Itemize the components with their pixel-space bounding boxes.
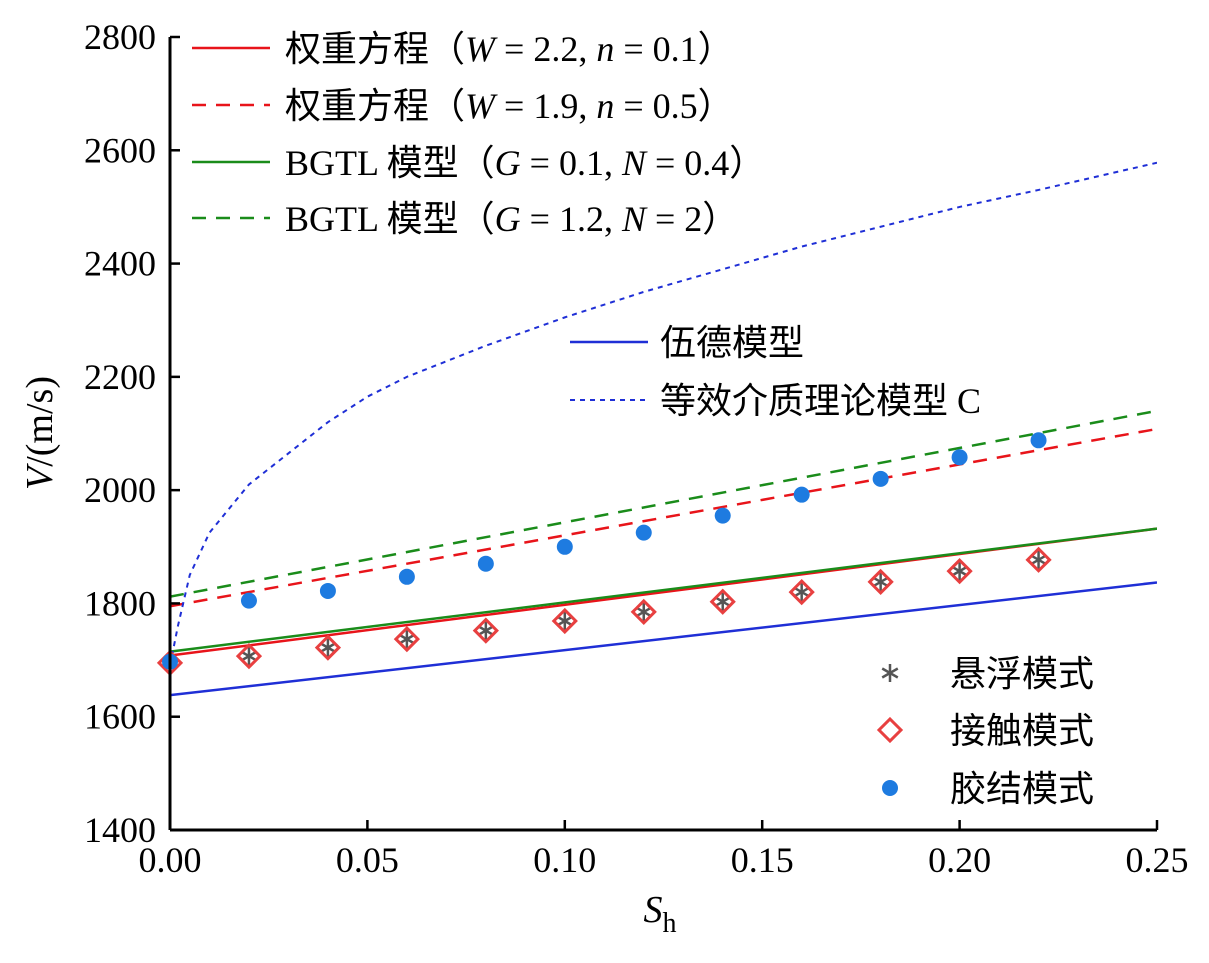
axes xyxy=(168,37,1157,832)
y-tick-label: 1600 xyxy=(84,697,156,737)
legend-label-4: 伍德模型 xyxy=(660,323,804,363)
x-axis-title: Sh xyxy=(644,889,677,939)
marker-diamond xyxy=(867,568,894,596)
legend-marker-label-1: 接触模式 xyxy=(950,711,1094,751)
x-tick-label: 0.00 xyxy=(139,840,202,880)
y-tick-label: 2200 xyxy=(84,357,156,397)
plot-area xyxy=(156,161,1157,697)
series-line-4 xyxy=(170,581,1157,697)
legend-marker-diamond xyxy=(876,716,904,744)
y-tick-label: 2800 xyxy=(84,17,156,57)
x-tick-label: 0.20 xyxy=(928,840,991,880)
marker-star xyxy=(477,621,495,640)
legend-label-1: 权重方程（W = 1.9, n = 0.5） xyxy=(285,86,734,126)
marker-star xyxy=(635,602,653,621)
x-tick-label: 0.05 xyxy=(336,840,399,880)
series-line-3 xyxy=(170,409,1157,598)
y-axis-title: V/(m/s) xyxy=(19,376,61,490)
legend-marker-label-2: 胶结模式 xyxy=(950,769,1094,809)
marker-circle xyxy=(635,524,652,541)
marker-diamond xyxy=(235,642,263,670)
marker-diamond xyxy=(946,558,973,585)
marker-star xyxy=(872,572,890,591)
marker-star xyxy=(398,630,416,649)
marker-circle xyxy=(319,582,336,599)
x-tick-label: 0.25 xyxy=(1126,840,1189,880)
marker-diamond xyxy=(709,588,736,615)
marker-diamond xyxy=(630,598,657,626)
x-tick-label: 0.15 xyxy=(731,840,794,880)
marker-circle xyxy=(714,507,731,524)
marker-star xyxy=(793,583,811,602)
x-tick-label: 0.10 xyxy=(533,840,596,880)
markers xyxy=(156,432,1052,677)
marker-circle xyxy=(1030,432,1047,449)
y-tick-label: 2000 xyxy=(84,470,156,510)
marker-star xyxy=(556,611,574,630)
legend-label-3: BGTL 模型（G = 1.2, N = 2） xyxy=(285,199,738,239)
marker-circle xyxy=(556,538,573,555)
legend-marker-star xyxy=(881,664,899,682)
marker-diamond xyxy=(472,617,499,644)
legend-label-0: 权重方程（W = 2.2, n = 0.1） xyxy=(285,29,734,69)
y-tick-label: 2400 xyxy=(84,244,156,284)
series-line-1 xyxy=(170,427,1157,608)
y-tick-label: 2600 xyxy=(84,130,156,170)
marker-circle xyxy=(398,568,415,585)
legend-label-5: 等效介质理论模型 C xyxy=(660,381,981,421)
y-tick-label: 1800 xyxy=(84,583,156,623)
marker-star xyxy=(319,638,337,657)
marker-star xyxy=(240,647,258,666)
series-lines xyxy=(170,161,1157,697)
marker-circle xyxy=(951,449,968,466)
marker-star xyxy=(714,592,732,611)
marker-diamond xyxy=(788,578,815,606)
marker-diamond xyxy=(393,625,421,653)
series-line-5 xyxy=(170,161,1157,666)
legend-label-2: BGTL 模型（G = 0.1, N = 0.4） xyxy=(285,143,765,183)
legend-marker-label-0: 悬浮模式 xyxy=(950,654,1094,694)
marker-star xyxy=(951,562,969,581)
marker-circle xyxy=(477,555,494,572)
marker-circle xyxy=(872,470,889,487)
series-line-2 xyxy=(170,527,1157,653)
legend-marker-circle xyxy=(882,780,898,796)
marker-circle xyxy=(793,486,810,503)
marker-star xyxy=(1030,550,1047,569)
marker-circle xyxy=(240,592,257,609)
marker-diamond xyxy=(314,634,342,661)
marker-diamond xyxy=(551,607,578,635)
marker-diamond xyxy=(1025,546,1052,573)
ticks: 0.00 0.05 0.10 0.15 0.20 0.25 1400 1600 1800 2000… xyxy=(84,17,1189,880)
legend-lines: 权重方程（W = 2.2, n = 0.1） 权重方程（W = 1.9, n = … xyxy=(192,29,981,421)
y-tick-label: 1400 xyxy=(84,810,156,850)
